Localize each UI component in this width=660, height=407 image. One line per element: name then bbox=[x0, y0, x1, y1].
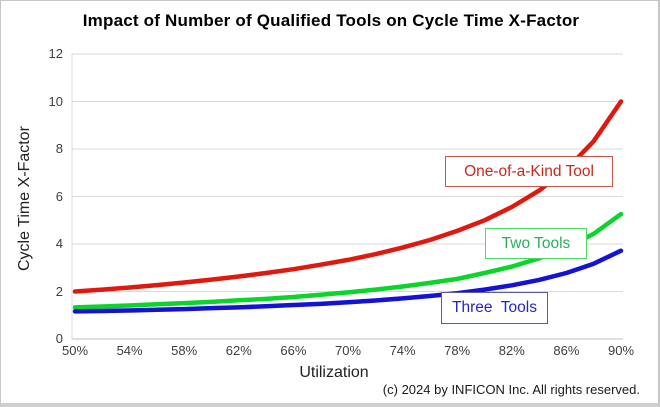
series-line-1 bbox=[72, 211, 624, 310]
x-tick-label: 82% bbox=[498, 343, 525, 358]
x-tick-label: 62% bbox=[225, 343, 252, 358]
y-tick-label: 4 bbox=[55, 236, 63, 251]
x-tick-label: 66% bbox=[280, 343, 307, 358]
x-axis-title: Utilization bbox=[299, 364, 369, 381]
y-tick-label: 2 bbox=[55, 283, 63, 299]
series-label-box-one-of-a-kind: One-of-a-Kind Tool bbox=[445, 156, 613, 187]
x-tick-label: 90% bbox=[607, 343, 635, 358]
x-tick-label: 54% bbox=[116, 343, 143, 358]
series-line-2 bbox=[72, 248, 624, 314]
x-tick-label: 50% bbox=[61, 343, 89, 358]
x-tick-label: 70% bbox=[334, 343, 362, 358]
y-tick-label: 6 bbox=[55, 188, 63, 204]
series-label-box-three-tools: Three Tools bbox=[441, 292, 548, 324]
x-tick-label: 74% bbox=[389, 343, 416, 358]
x-tick-label: 86% bbox=[553, 343, 580, 358]
y-tick-label: 8 bbox=[55, 141, 63, 156]
y-tick-label: 0 bbox=[55, 331, 63, 346]
series-label-box-two-tools: Two Tools bbox=[485, 228, 587, 259]
x-tick-label: 58% bbox=[171, 343, 198, 358]
y-tick-label: 12 bbox=[48, 46, 63, 61]
copyright-text: (c) 2024 by INFICON Inc. All rights rese… bbox=[382, 382, 640, 397]
y-tick-label: 10 bbox=[48, 93, 63, 109]
x-tick-label: 78% bbox=[444, 343, 471, 358]
series-line-0 bbox=[72, 99, 624, 294]
chart-title: Impact of Number of Qualified Tools on C… bbox=[82, 11, 580, 30]
